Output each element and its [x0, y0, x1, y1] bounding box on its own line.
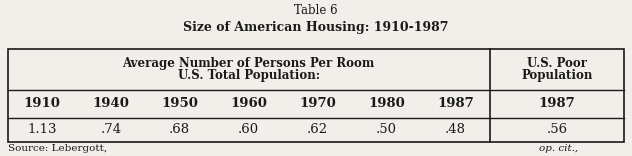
Text: 1910: 1910	[23, 97, 61, 110]
Text: 1.13: 1.13	[27, 123, 57, 136]
Text: 1987: 1987	[437, 97, 474, 110]
Text: op. cit.,: op. cit.,	[539, 144, 578, 153]
Text: .56: .56	[547, 123, 568, 136]
Text: .50: .50	[376, 123, 397, 136]
Text: .48: .48	[445, 123, 466, 136]
Text: Size of American Housing: 1910-1987: Size of American Housing: 1910-1987	[183, 21, 449, 34]
Text: Average Number of Persons Per Room: Average Number of Persons Per Room	[123, 57, 375, 70]
Text: 1970: 1970	[299, 97, 336, 110]
Text: 1950: 1950	[161, 97, 198, 110]
Text: .62: .62	[307, 123, 328, 136]
Text: Population: Population	[521, 69, 593, 82]
Text: U.S. Total Population:: U.S. Total Population:	[178, 69, 320, 82]
Text: 1940: 1940	[92, 97, 130, 110]
Text: 1987: 1987	[538, 97, 576, 110]
Text: Source: Lebergott,: Source: Lebergott,	[8, 144, 110, 153]
Text: 1960: 1960	[230, 97, 267, 110]
Text: .74: .74	[100, 123, 121, 136]
Text: .68: .68	[169, 123, 190, 136]
Text: Table 6: Table 6	[294, 4, 338, 17]
Text: 1980: 1980	[368, 97, 405, 110]
Text: .60: .60	[238, 123, 259, 136]
Text: U.S. Poor: U.S. Poor	[527, 57, 587, 70]
